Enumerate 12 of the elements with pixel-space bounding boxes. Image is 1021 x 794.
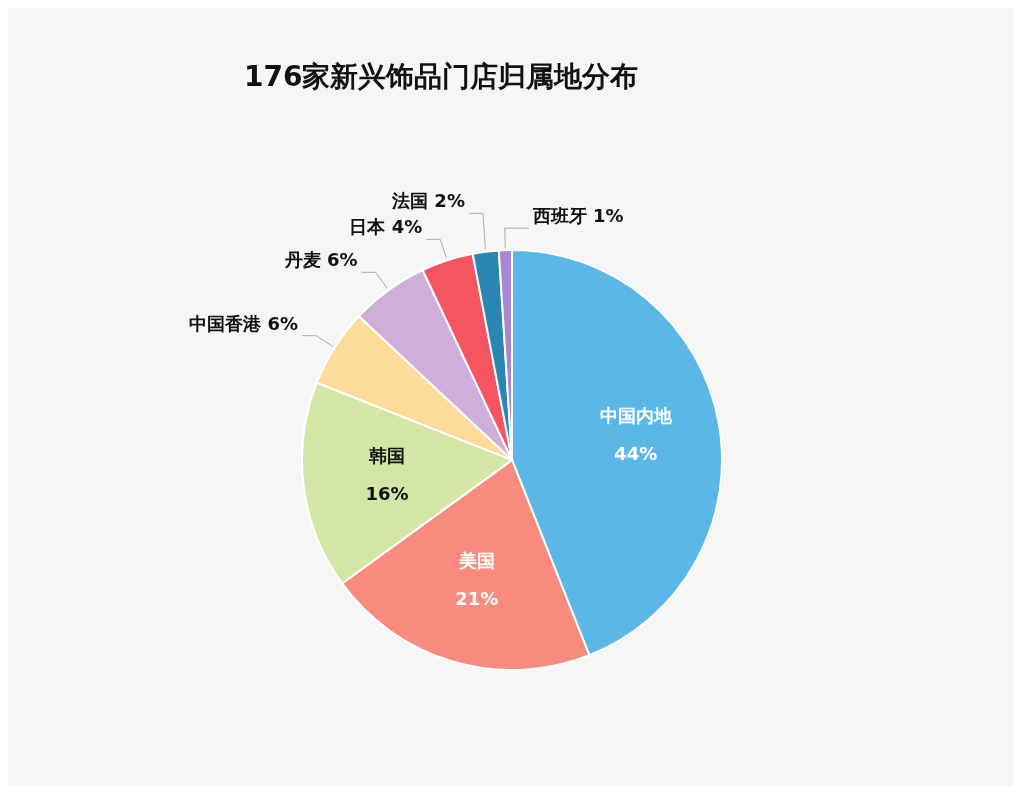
- chart-title: 176家新兴饰品门店归属地分布: [244, 60, 639, 93]
- slice-label: 中国香港 6%: [189, 312, 299, 334]
- slice-label: 韩国: [367, 444, 405, 466]
- slice-label: 日本 4%: [349, 216, 423, 238]
- slice-label: 丹麦 6%: [283, 249, 358, 271]
- slice-label: 法国 2%: [391, 190, 465, 212]
- slice-label: 西班牙 1%: [531, 205, 624, 227]
- data-label: 21%: [455, 588, 499, 609]
- data-label: 16%: [365, 482, 409, 504]
- data-label: 44%: [614, 443, 658, 465]
- slice-label: 美国: [457, 550, 495, 571]
- slice-label: 中国内地: [599, 405, 673, 427]
